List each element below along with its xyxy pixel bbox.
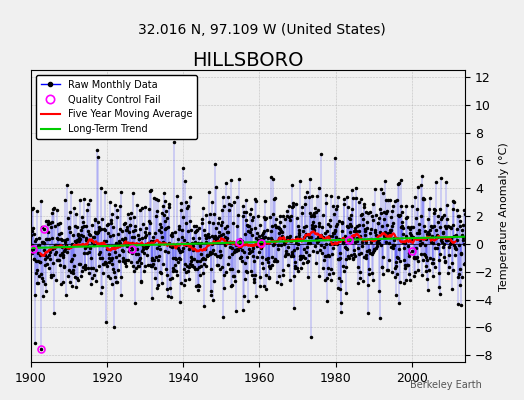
Legend: Raw Monthly Data, Quality Control Fail, Five Year Moving Average, Long-Term Tren: Raw Monthly Data, Quality Control Fail, … [36,75,197,139]
Y-axis label: Temperature Anomaly (°C): Temperature Anomaly (°C) [499,142,509,290]
Text: 32.016 N, 97.109 W (United States): 32.016 N, 97.109 W (United States) [138,23,386,37]
Text: Berkeley Earth: Berkeley Earth [410,380,482,390]
Title: HILLSBORO: HILLSBORO [192,51,304,70]
